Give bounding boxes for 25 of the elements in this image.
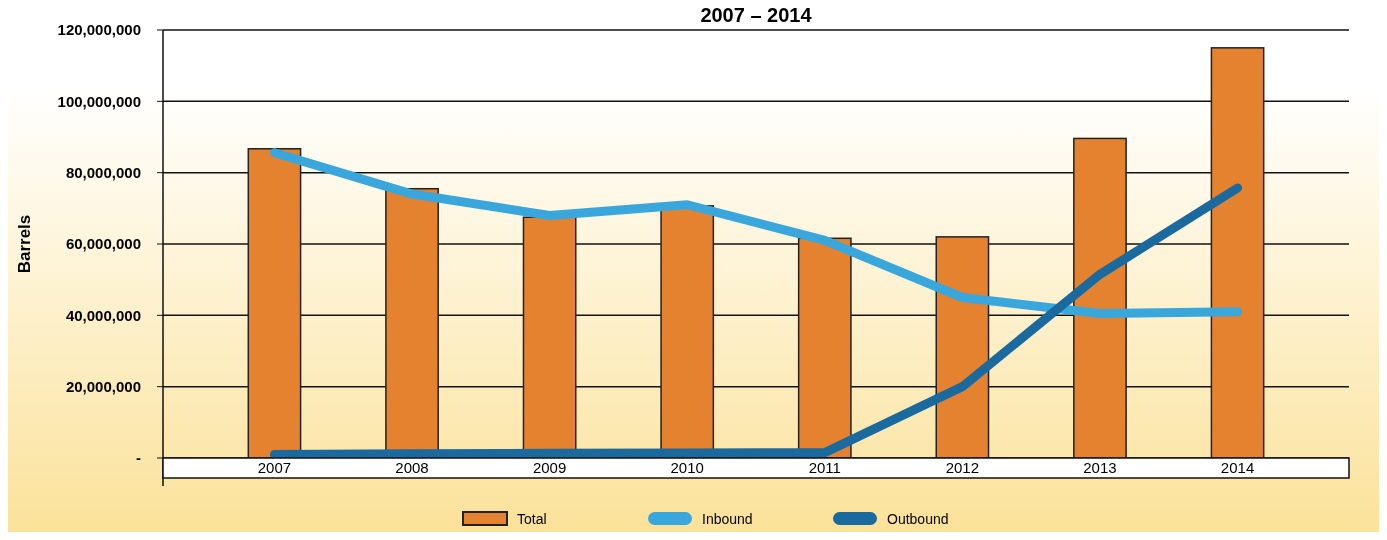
y-tick-label: 20,000,000 [65, 377, 141, 395]
y-tick-label: 40,000,000 [65, 306, 141, 324]
x-tick-label: 2010 [670, 459, 704, 476]
x-tick-label: 2007 [257, 459, 292, 476]
x-tick-label: 2008 [395, 459, 429, 476]
legend-label: Inbound [702, 511, 753, 527]
legend-label: Total [517, 511, 547, 527]
y-tick-label: - [136, 449, 141, 467]
chart-title: 2007 – 2014 [700, 4, 813, 26]
bar [1210, 47, 1265, 459]
bar [797, 237, 852, 459]
y-tick-label: 60,000,000 [65, 235, 141, 253]
y-tick-label: 120,000,000 [57, 21, 141, 39]
bar [935, 236, 990, 459]
x-tick-label: 2011 [808, 459, 841, 476]
x-tick-label: 2009 [532, 459, 567, 476]
y-tick-label: 100,000,000 [57, 92, 141, 110]
x-tick-label: 2012 [945, 459, 980, 476]
x-tick-label: 2013 [1083, 459, 1117, 476]
x-tick-label: 2014 [1220, 459, 1255, 476]
bar [247, 148, 302, 459]
y-tick-label: 80,000,000 [65, 163, 141, 181]
y-axis-title: Barrels [15, 214, 34, 274]
bar [1073, 137, 1127, 459]
legend-label: Outbound [887, 511, 949, 527]
